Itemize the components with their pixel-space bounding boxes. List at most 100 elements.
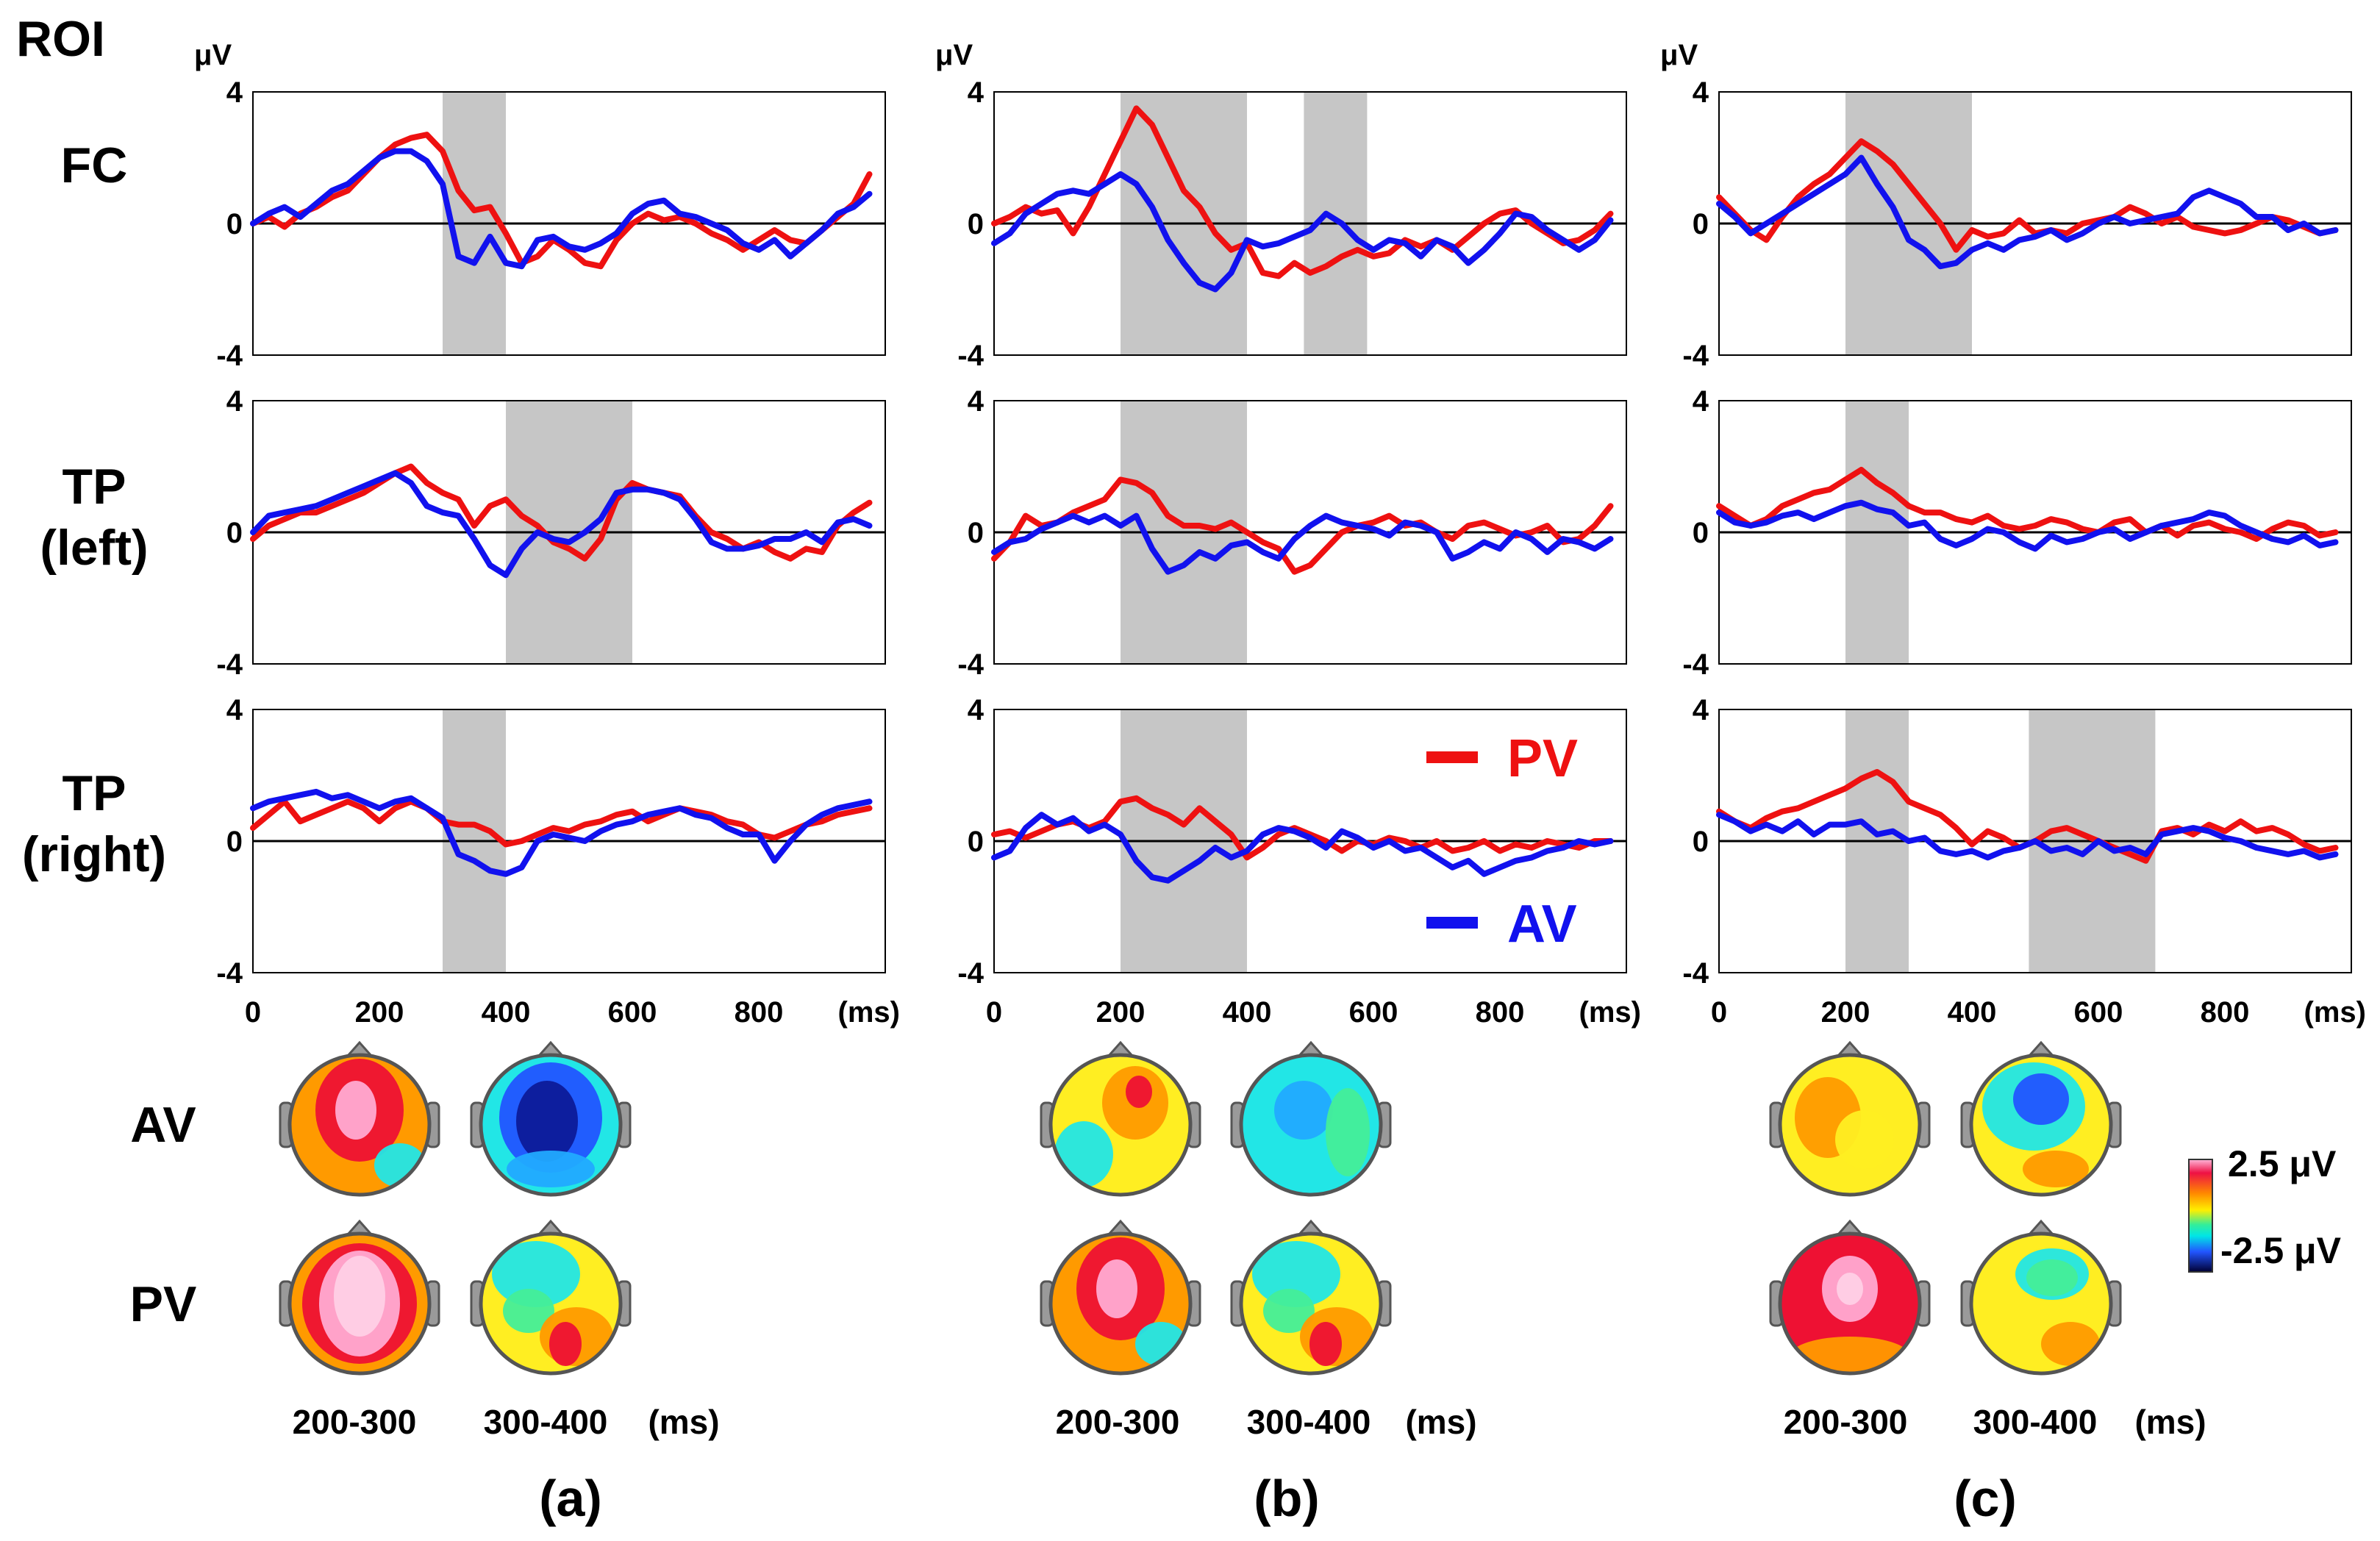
y-tick-label: -4 <box>216 648 243 681</box>
topomap-blob <box>1274 1081 1333 1140</box>
topomap-outline <box>479 1231 623 1376</box>
erp-plot-b-row2: 4 0 -4 <box>957 385 1627 681</box>
x-tick-label: 0 <box>986 996 1002 1029</box>
series-line-av <box>1716 154 2339 270</box>
y-tick-label: 0 <box>968 517 984 549</box>
row-label-tp-left: TP <box>62 459 126 515</box>
y-tick-label: 0 <box>226 517 243 549</box>
topomap-blob <box>1309 1322 1342 1366</box>
topomap-outline <box>1778 1053 1922 1197</box>
topomap-field <box>290 1234 429 1373</box>
x-unit-label: (ms) <box>1579 996 1641 1029</box>
colorbar-min-label: -2.5 μV <box>2220 1230 2342 1271</box>
y-tick-label: -4 <box>216 340 243 372</box>
series-line-av <box>991 512 1614 575</box>
series-line-pv <box>1716 138 2339 253</box>
series-line-av <box>991 812 1614 884</box>
x-unit-label: (ms) <box>2304 996 2366 1029</box>
topomap-c-pv-300-400 <box>1960 1219 2122 1376</box>
window-unit-label: (ms) <box>2134 1403 2206 1441</box>
topomap-outline <box>287 1231 432 1376</box>
topomap-c-av-200-300 <box>1769 1040 1931 1197</box>
topomap-b-av-300-400 <box>1230 1040 1392 1197</box>
y-tick-label: -4 <box>957 648 984 681</box>
erp-plot-a-row2: 4 0 -4 <box>216 385 886 681</box>
y-tick-label: 0 <box>1693 208 1709 240</box>
series-line-pv <box>1716 467 2339 542</box>
series-line-av <box>1716 499 2339 552</box>
topomap-b-av-200-300 <box>1040 1040 1201 1197</box>
topomap-a-av-200-300 <box>279 1040 440 1197</box>
topomap-outline <box>1778 1231 1922 1376</box>
y-tick-label: -4 <box>1682 340 1709 372</box>
topomap-blob <box>1837 1273 1863 1305</box>
window-unit-label: (ms) <box>1405 1403 1476 1441</box>
y-tick-label: -4 <box>216 957 243 990</box>
colorbar-max-label: 2.5 μV <box>2228 1143 2337 1184</box>
x-tick-label: 400 <box>1223 996 1272 1029</box>
topomap-field <box>1241 1055 1381 1195</box>
topomap-blob <box>2026 1259 2078 1296</box>
window-label: 200-300 <box>1056 1403 1180 1441</box>
series-line-pv <box>250 798 873 848</box>
erp-plot-b-row1: 4 0 -4 μV <box>935 39 1627 372</box>
topomap-outline <box>1239 1053 1383 1197</box>
y-tick-label: 0 <box>226 826 243 858</box>
window-label: 200-300 <box>293 1403 417 1441</box>
topomap-a-pv-200-300 <box>279 1219 440 1376</box>
erp-plot-c-row2: 4 0 -4 <box>1682 385 2352 681</box>
y-unit-label: μV <box>1660 39 1698 71</box>
y-unit-label: μV <box>194 39 232 71</box>
erp-plot-c-row1: 4 0 -4 μV <box>1660 39 2352 372</box>
topomap-outline <box>287 1053 432 1197</box>
topomap-blob <box>1096 1259 1137 1318</box>
y-unit-label: μV <box>935 39 973 71</box>
topomap-blob <box>335 1081 376 1140</box>
topomap-blob <box>2041 1322 2100 1366</box>
erp-plot-c-row3: 4 0 -4 <box>1682 694 2352 990</box>
x-tick-label: 200 <box>1096 996 1146 1029</box>
erp-plot-a-row1: 4 0 -4 μV <box>194 39 886 372</box>
topomap-blob <box>516 1081 578 1162</box>
x-tick-label: 0 <box>245 996 261 1029</box>
x-tick-label: 600 <box>1349 996 1398 1029</box>
topomap-row-label-av: AV <box>130 1097 196 1153</box>
topomap-blob <box>1126 1076 1152 1108</box>
panel-label-b: (b) <box>1254 1470 1319 1527</box>
window-label: 300-400 <box>484 1403 608 1441</box>
topomap-blob <box>549 1322 582 1366</box>
topomap-row-label-pv: PV <box>130 1276 197 1332</box>
topomap-outline <box>1048 1053 1193 1197</box>
y-tick-label: 4 <box>968 76 984 109</box>
topomap-blob <box>1263 1289 1315 1333</box>
colorbar: 2.5 μV -2.5 μV <box>2188 1143 2342 1273</box>
roi-header: ROI <box>16 11 105 67</box>
y-tick-label: 4 <box>968 694 984 726</box>
window-unit-label: (ms) <box>648 1403 719 1441</box>
topomap-c-av-300-400 <box>1960 1040 2122 1197</box>
y-tick-label: 4 <box>226 76 243 109</box>
legend-label: PV <box>1507 729 1578 788</box>
x-axis-b: 0 200 400 600 800 (ms) <box>986 996 1641 1029</box>
y-tick-label: 4 <box>226 694 243 726</box>
topomap-field <box>1241 1234 1381 1373</box>
series-line-av <box>250 470 873 579</box>
series-line-av <box>250 148 873 270</box>
x-axis-c: 0 200 400 600 800 (ms) <box>1711 996 2366 1029</box>
y-tick-label: -4 <box>957 957 984 990</box>
panel-label-a: (a) <box>539 1470 602 1527</box>
legend-item-pv: PV <box>1426 729 1578 788</box>
topomap-blob <box>503 1289 554 1333</box>
legend: PV AV <box>1426 729 1578 954</box>
y-tick-label: 0 <box>1693 826 1709 858</box>
topomap-blob <box>507 1151 595 1187</box>
topomap-blob <box>1054 1121 1113 1187</box>
x-tick-label: 600 <box>2074 996 2123 1029</box>
topomap-a-pv-300-400 <box>470 1219 632 1376</box>
series-line-av <box>250 788 873 877</box>
x-tick-label: 800 <box>1476 996 1525 1029</box>
y-tick-label: 4 <box>1693 385 1709 418</box>
